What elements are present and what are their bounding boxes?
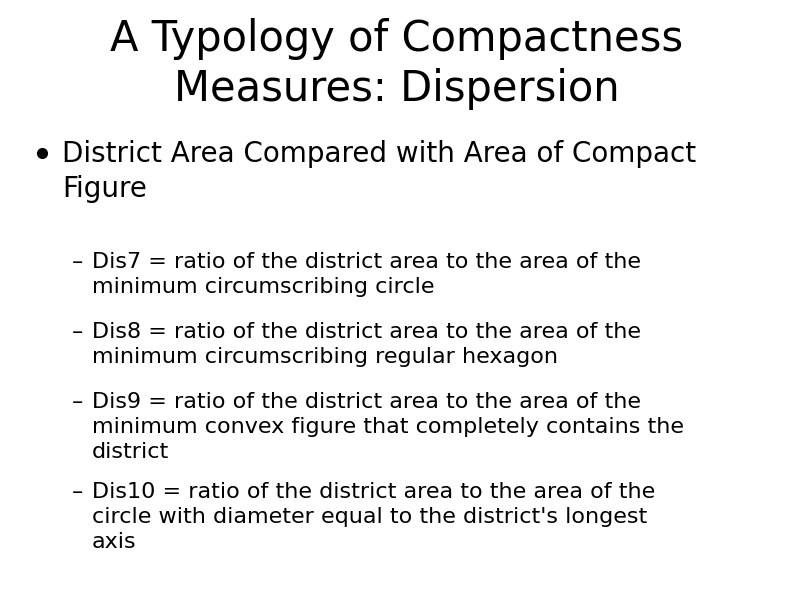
Text: Dis9 = ratio of the district area to the area of the
minimum convex figure that : Dis9 = ratio of the district area to the…	[92, 392, 684, 462]
Text: –: –	[72, 392, 83, 412]
Text: District Area Compared with Area of Compact
Figure: District Area Compared with Area of Comp…	[62, 140, 696, 203]
Text: Dis7 = ratio of the district area to the area of the
minimum circumscribing circ: Dis7 = ratio of the district area to the…	[92, 252, 641, 297]
Text: –: –	[72, 322, 83, 342]
Text: A Typology of Compactness
Measures: Dispersion: A Typology of Compactness Measures: Disp…	[110, 18, 684, 110]
Text: –: –	[72, 252, 83, 272]
Text: –: –	[72, 482, 83, 502]
Text: Dis10 = ratio of the district area to the area of the
circle with diameter equal: Dis10 = ratio of the district area to th…	[92, 482, 655, 552]
Text: Dis8 = ratio of the district area to the area of the
minimum circumscribing regu: Dis8 = ratio of the district area to the…	[92, 322, 641, 367]
